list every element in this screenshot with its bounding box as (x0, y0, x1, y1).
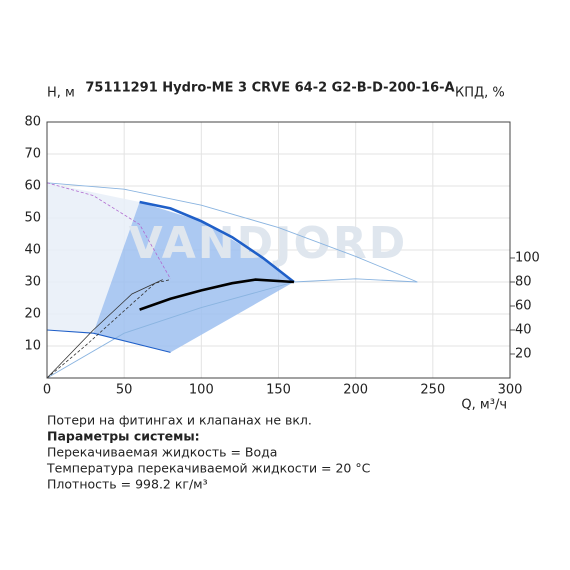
operating-region (47, 182, 140, 334)
note: Параметры системы: (47, 429, 200, 444)
y2-tick-label: 20 (515, 346, 532, 361)
operating-region (93, 202, 294, 353)
curve (46, 279, 171, 379)
x-tick-label: 200 (343, 383, 368, 398)
y2-tick-label: 60 (515, 298, 532, 313)
x-axis-label: Q, м³/ч (461, 398, 507, 413)
y-axis-label: H, м (47, 86, 75, 101)
y-tick-label: 30 (24, 275, 41, 290)
y-tick-label: 40 (24, 243, 41, 258)
y-tick-label: 10 (24, 339, 41, 354)
y2-axis-label: КПД, % (455, 86, 505, 101)
plot-frame (46, 121, 511, 379)
chart-title: 75111291 Hydro-ME 3 CRVE 64-2 G2-B-D-200… (85, 81, 454, 96)
y-tick-label: 60 (24, 179, 41, 194)
note: Температура перекачиваемой жидкости = 20… (46, 461, 371, 476)
curve (46, 182, 418, 283)
note: Потери на фитингах и клапанах не вкл. (47, 413, 312, 428)
curve (46, 182, 171, 279)
x-tick-label: 100 (189, 383, 214, 398)
curve (46, 329, 171, 353)
y2-tick-label: 40 (515, 322, 532, 337)
y-tick-label: 50 (24, 211, 41, 226)
y-tick-label: 20 (24, 307, 41, 322)
note: Перекачиваемая жидкость = Вода (47, 445, 277, 460)
x-tick-label: 250 (420, 383, 445, 398)
curve (46, 278, 418, 379)
x-tick-label: 0 (43, 383, 51, 398)
curve (139, 200, 295, 284)
y-tick-label: 70 (24, 147, 41, 162)
curve (139, 278, 295, 311)
y2-tick-label: 80 (515, 274, 532, 289)
x-tick-label: 300 (498, 383, 523, 398)
curve (46, 279, 163, 379)
y-tick-label: 80 (24, 115, 41, 130)
x-tick-label: 50 (116, 383, 133, 398)
x-tick-label: 150 (266, 383, 291, 398)
y2-tick-label: 100 (515, 250, 540, 265)
note: Плотность = 998.2 кг/м³ (47, 477, 208, 492)
